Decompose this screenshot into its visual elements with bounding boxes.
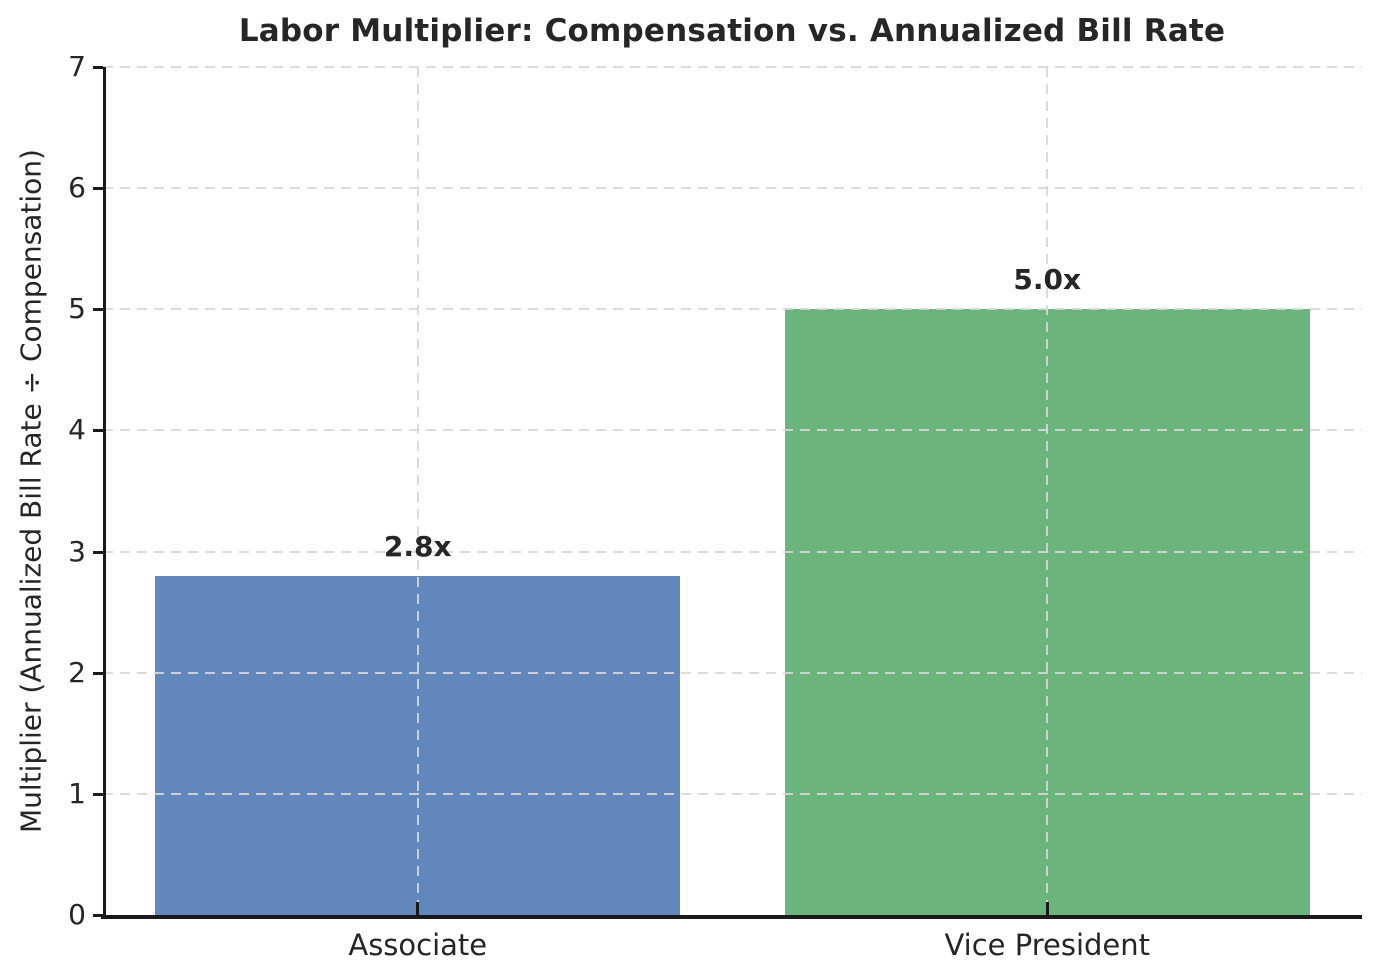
chart-title: Labor Multiplier: Compensation vs. Annua… [238,13,1226,49]
x-tick-mark-associate [416,902,420,916]
y-tick-mark-1 [93,792,103,796]
y-tick-mark-7 [93,66,103,69]
y-tick-label-0: 0 [68,898,86,931]
gridline-x-vice-president [1046,67,1049,915]
gridline-y-1 [103,792,1362,795]
x-axis-line [101,915,1362,919]
y-tick-label-4: 4 [68,413,86,447]
gridline-y-6 [103,187,1362,190]
y-axis-label: Multiplier (Annualized Bill Rate ÷ Compe… [14,149,48,833]
value-label-associate: 2.8x [383,529,452,563]
x-tick-label-vice-president: Vice President [944,928,1151,962]
y-tick-label-6: 6 [68,171,86,205]
gridline-y-2 [103,671,1362,674]
y-tick-mark-5 [93,308,103,312]
y-tick-mark-0 [93,914,103,917]
x-tick-label-associate: Associate [348,928,488,962]
y-tick-label-3: 3 [68,534,86,568]
x-tick-mark-vice-president [1045,902,1049,916]
y-tick-label-5: 5 [68,292,86,326]
y-tick-mark-4 [93,429,103,433]
y-tick-label-2: 2 [68,655,86,689]
gridline-x-associate [416,67,419,915]
y-tick-label-7: 7 [68,50,86,83]
y-tick-mark-3 [93,550,103,554]
y-tick-mark-2 [93,671,103,675]
y-axis-line [103,67,106,918]
gridline-y-7 [103,66,1362,68]
gridline-y-4 [103,429,1362,432]
value-label-vice-president: 5.0x [1013,263,1082,297]
gridline-y-3 [103,550,1362,553]
y-tick-mark-6 [93,187,103,191]
y-tick-label-1: 1 [68,776,86,810]
plot-area: 2.8x 5.0x [103,66,1362,915]
gridline-y-5 [103,308,1362,311]
